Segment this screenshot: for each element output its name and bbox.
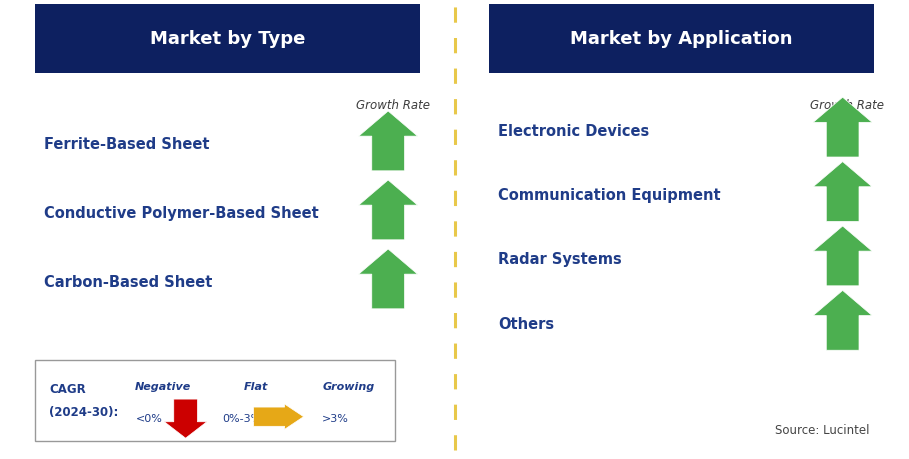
Text: Conductive Polymer-Based Sheet: Conductive Polymer-Based Sheet (44, 206, 318, 221)
Text: Radar Systems: Radar Systems (498, 252, 622, 267)
FancyBboxPatch shape (489, 5, 874, 73)
Text: Negative: Negative (135, 381, 191, 391)
Polygon shape (814, 162, 872, 222)
Polygon shape (359, 249, 417, 309)
Text: Ferrite-Based Sheet: Ferrite-Based Sheet (44, 137, 209, 152)
Text: 0%-3%: 0%-3% (223, 413, 262, 423)
Text: Market by Type: Market by Type (150, 30, 305, 48)
Text: (2024-30):: (2024-30): (49, 405, 118, 419)
Polygon shape (359, 180, 417, 240)
Text: Carbon-Based Sheet: Carbon-Based Sheet (44, 275, 212, 290)
Text: Growth Rate: Growth Rate (355, 99, 430, 112)
Polygon shape (814, 98, 872, 157)
Text: Flat: Flat (244, 381, 268, 391)
Text: Growing: Growing (323, 381, 375, 391)
Polygon shape (814, 291, 872, 351)
Polygon shape (350, 395, 393, 434)
Polygon shape (814, 227, 872, 286)
Polygon shape (254, 404, 304, 430)
Polygon shape (359, 112, 417, 171)
Text: Source: Lucintel: Source: Lucintel (775, 423, 870, 436)
Text: CAGR: CAGR (49, 382, 85, 396)
Text: Communication Equipment: Communication Equipment (498, 188, 721, 202)
Text: Others: Others (498, 316, 554, 331)
Text: Electronic Devices: Electronic Devices (498, 123, 649, 138)
FancyBboxPatch shape (35, 360, 395, 441)
Text: Growth Rate: Growth Rate (810, 99, 884, 112)
FancyBboxPatch shape (35, 5, 420, 73)
Text: >3%: >3% (322, 413, 349, 423)
Text: Market by Application: Market by Application (571, 30, 793, 48)
Polygon shape (165, 399, 207, 438)
Text: <0%: <0% (135, 413, 163, 423)
